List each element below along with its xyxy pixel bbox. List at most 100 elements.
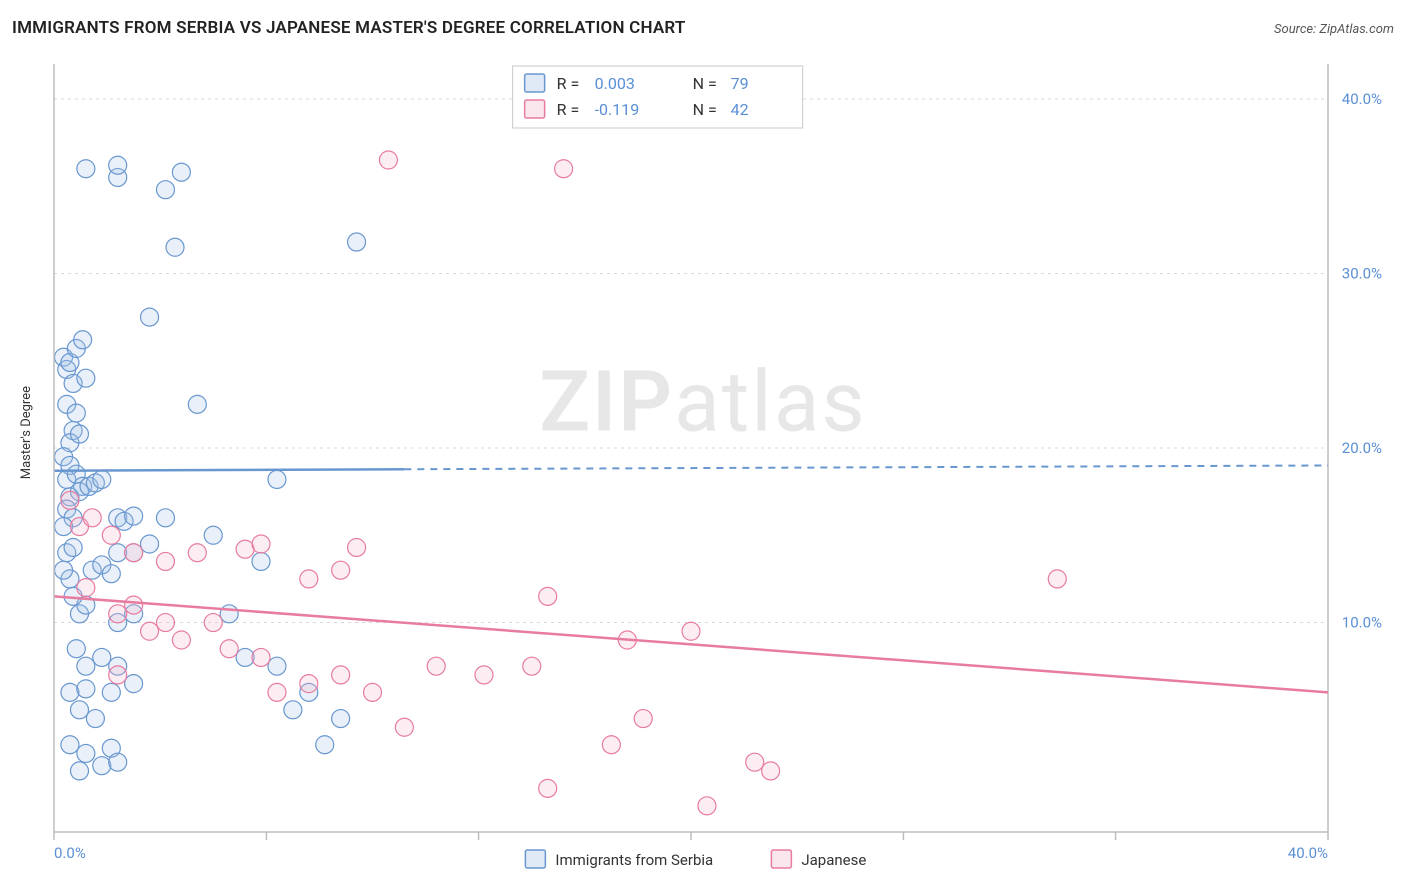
trend-line: [54, 469, 404, 470]
data-point: [220, 640, 238, 658]
trend-line-extrapolated: [404, 465, 1328, 469]
data-point: [166, 238, 184, 256]
data-point: [682, 622, 700, 640]
data-point: [634, 710, 652, 728]
legend-r-value: -0.119: [595, 100, 640, 119]
data-point: [109, 544, 127, 562]
legend-r-value: 0.003: [595, 74, 635, 93]
data-point: [268, 683, 286, 701]
chart-container: 10.0%20.0%30.0%40.0%ZIPatlas0.0%40.0%Mas…: [12, 50, 1394, 880]
data-point: [74, 331, 92, 349]
data-point: [83, 509, 101, 527]
data-point: [364, 683, 382, 701]
legend-n-value: 79: [731, 74, 749, 93]
legend-n-value: 42: [731, 100, 749, 119]
data-point: [125, 675, 143, 693]
data-point: [109, 753, 127, 771]
data-point: [555, 160, 573, 178]
bottom-legend-swatch: [525, 850, 545, 868]
data-point: [77, 160, 95, 178]
data-point: [252, 648, 270, 666]
data-point: [61, 736, 79, 754]
data-point: [300, 570, 318, 588]
data-point: [236, 540, 254, 558]
trend-line: [54, 596, 1328, 692]
data-point: [64, 538, 82, 556]
legend-swatch: [525, 74, 545, 92]
data-point: [77, 579, 95, 597]
data-point: [698, 797, 716, 815]
data-point: [300, 675, 318, 693]
legend-n-label: N =: [693, 74, 717, 93]
data-point: [188, 395, 206, 413]
data-point: [746, 753, 764, 771]
data-point: [395, 718, 413, 736]
data-point: [55, 561, 73, 579]
data-point: [523, 657, 541, 675]
y-tick-label: 10.0%: [1342, 614, 1382, 632]
data-point: [539, 779, 557, 797]
x-tick-label-left: 0.0%: [54, 844, 86, 862]
data-point: [204, 526, 222, 544]
data-point: [141, 308, 159, 326]
chart-title: IMMIGRANTS FROM SERBIA VS JAPANESE MASTE…: [12, 18, 686, 38]
data-point: [379, 151, 397, 169]
legend-n-label: N =: [693, 100, 717, 119]
data-point: [172, 631, 190, 649]
data-point: [156, 509, 174, 527]
data-point: [102, 526, 120, 544]
data-point: [86, 710, 104, 728]
legend-r-label: R =: [557, 74, 580, 93]
data-point: [156, 552, 174, 570]
data-point: [332, 561, 350, 579]
data-point: [77, 369, 95, 387]
data-point: [102, 683, 120, 701]
data-point: [762, 762, 780, 780]
data-point: [93, 648, 111, 666]
data-point: [268, 657, 286, 675]
data-point: [109, 156, 127, 174]
data-point: [475, 666, 493, 684]
data-point: [204, 614, 222, 632]
data-point: [109, 666, 127, 684]
bottom-legend-swatch: [771, 850, 791, 868]
y-tick-label: 40.0%: [1342, 90, 1382, 108]
data-point: [61, 491, 79, 509]
data-point: [141, 622, 159, 640]
data-point: [61, 683, 79, 701]
data-point: [109, 605, 127, 623]
data-point: [252, 535, 270, 553]
data-point: [93, 470, 111, 488]
data-point: [284, 701, 302, 719]
scatter-chart: 10.0%20.0%30.0%40.0%ZIPatlas0.0%40.0%Mas…: [12, 50, 1394, 880]
data-point: [70, 762, 88, 780]
data-point: [141, 535, 159, 553]
data-point: [332, 666, 350, 684]
bottom-legend-label: Immigrants from Serbia: [555, 851, 713, 869]
y-tick-label: 30.0%: [1342, 264, 1382, 282]
data-point: [70, 701, 88, 719]
y-axis-label: Master's Degree: [19, 386, 34, 479]
data-point: [348, 538, 366, 556]
title-bar: IMMIGRANTS FROM SERBIA VS JAPANESE MASTE…: [12, 18, 1394, 38]
data-point: [77, 744, 95, 762]
data-point: [70, 425, 88, 443]
watermark: ZIPatlas: [539, 353, 867, 452]
data-point: [188, 544, 206, 562]
data-point: [102, 565, 120, 583]
data-point: [236, 648, 254, 666]
legend-r-label: R =: [557, 100, 580, 119]
data-point: [125, 544, 143, 562]
y-tick-label: 20.0%: [1342, 439, 1382, 457]
data-point: [602, 736, 620, 754]
data-point: [125, 507, 143, 525]
data-point: [539, 587, 557, 605]
data-point: [67, 640, 85, 658]
data-point: [156, 181, 174, 199]
data-point: [316, 736, 334, 754]
source-label: Source: ZipAtlas.com: [1274, 22, 1394, 37]
data-point: [220, 605, 238, 623]
data-point: [252, 552, 270, 570]
data-point: [156, 614, 174, 632]
data-point: [77, 657, 95, 675]
